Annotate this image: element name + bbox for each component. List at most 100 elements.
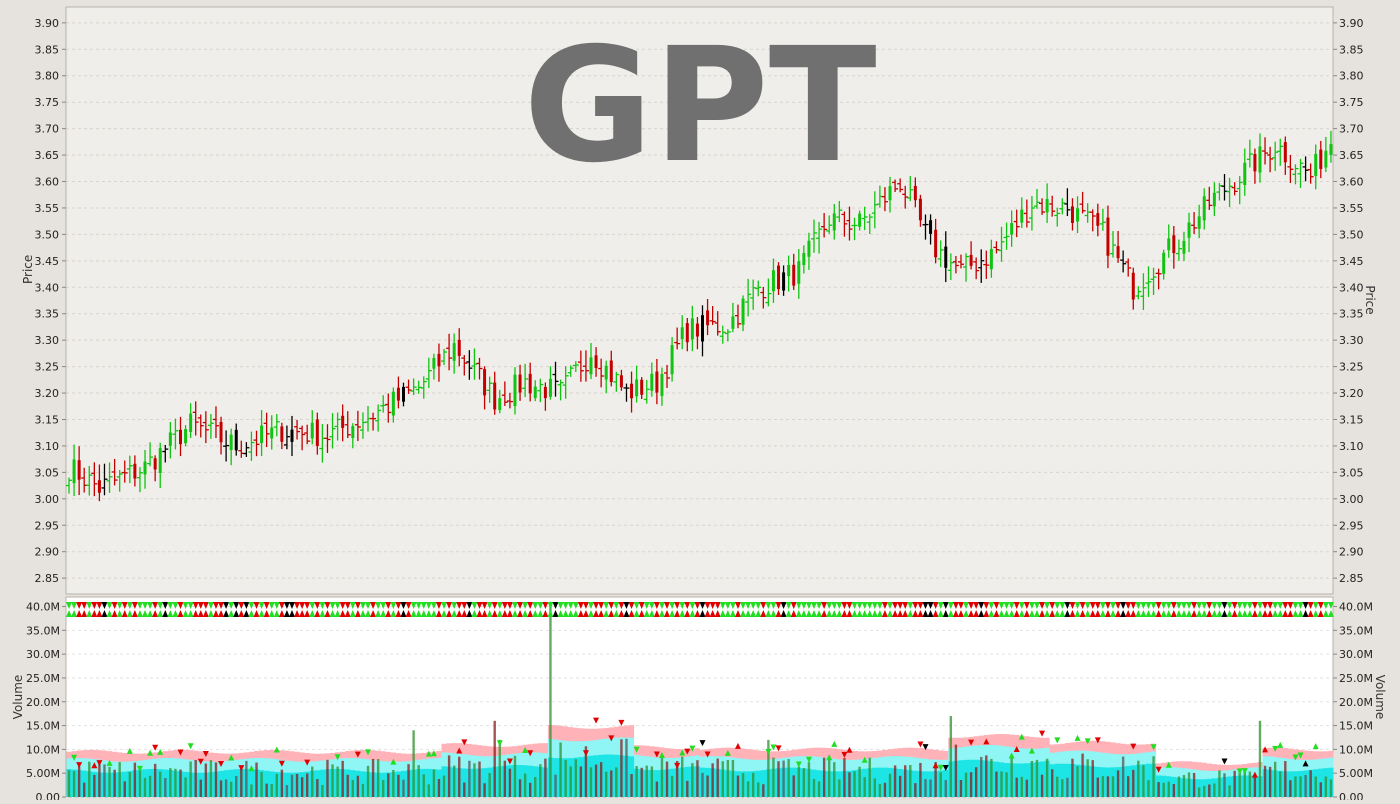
top-signal-marker — [496, 610, 503, 617]
top-signal-marker — [603, 602, 610, 609]
top-signal-marker — [1251, 602, 1258, 609]
volume-signal-marker — [826, 754, 833, 761]
top-signal-marker — [96, 602, 103, 609]
price-bar-body — [1324, 150, 1328, 168]
volume-bar — [250, 784, 253, 797]
top-signal-marker — [1297, 610, 1304, 617]
volume-bar — [914, 783, 917, 797]
volume-bar — [1020, 776, 1023, 797]
volume-signal-marker — [734, 742, 741, 749]
top-signal-marker — [638, 610, 645, 617]
price-bar — [777, 262, 781, 295]
volume-signal-marker — [1028, 747, 1035, 754]
top-signal-marker — [441, 602, 448, 609]
top-signal-marker — [684, 610, 691, 617]
volume-signal-marker — [1312, 743, 1319, 750]
volume-bar — [1263, 765, 1267, 797]
volume-signal-marker — [937, 764, 944, 771]
volume-bar — [1050, 769, 1054, 797]
top-signal-marker — [1099, 602, 1106, 609]
top-signal-marker — [851, 602, 858, 609]
volume-bar — [1329, 779, 1333, 797]
price-tick-label: 3.55 — [35, 202, 60, 215]
top-signal-marker — [233, 610, 240, 617]
price-bar — [260, 410, 264, 456]
price-bar — [1167, 224, 1171, 258]
volume-bar — [407, 764, 410, 797]
volume-signal-marker — [704, 751, 711, 758]
price-bar — [97, 464, 101, 502]
volume-bar — [133, 762, 137, 797]
top-signal-marker — [1028, 610, 1035, 617]
top-signal-marker — [719, 610, 726, 617]
top-signal-marker — [846, 602, 853, 609]
top-signal-marker — [1099, 610, 1106, 617]
volume-bar — [995, 771, 998, 797]
volume-bar — [954, 744, 958, 797]
top-signal-marker — [496, 602, 503, 609]
volume-bar — [1182, 775, 1186, 797]
volume-bar — [767, 739, 770, 797]
top-signal-marker — [1246, 602, 1253, 609]
price-bar — [415, 380, 422, 394]
top-signal-marker — [618, 602, 625, 609]
top-signal-marker — [370, 602, 377, 609]
price-tick-label: 3.30 — [1339, 334, 1364, 347]
top-signal-marker — [1302, 610, 1309, 617]
volume-signal-marker — [187, 743, 194, 750]
volume-bar — [1203, 785, 1206, 797]
top-signal-marker — [329, 602, 336, 609]
volume-tick-label: 35.0M — [1339, 624, 1373, 637]
top-signal-marker — [1074, 602, 1081, 609]
price-bar — [734, 304, 741, 329]
price-bar — [518, 364, 522, 401]
price-bar-body — [401, 386, 405, 402]
top-signal-marker — [1287, 610, 1294, 617]
top-signal-marker — [152, 602, 159, 609]
volume-signal-marker — [1150, 744, 1157, 751]
top-signal-marker — [633, 602, 640, 609]
top-signal-marker — [917, 610, 924, 617]
volume-bar — [762, 784, 765, 797]
top-signal-marker — [1196, 610, 1203, 617]
top-signal-marker — [1150, 602, 1157, 609]
volume-bar — [1000, 771, 1003, 797]
price-bar — [461, 355, 468, 376]
top-signal-marker — [1115, 610, 1122, 617]
top-signal-marker — [674, 602, 681, 609]
price-tick-label: 3.05 — [1339, 466, 1364, 479]
top-signal-marker — [887, 610, 894, 617]
price-bar — [1307, 163, 1314, 184]
volume-bar — [620, 739, 623, 797]
volume-signal-marker — [861, 756, 868, 763]
top-signal-marker — [471, 602, 478, 609]
price-bar — [821, 213, 828, 238]
top-signal-marker — [1272, 610, 1279, 617]
top-signal-marker — [197, 610, 204, 617]
volume-bar — [148, 775, 152, 797]
price-bar — [1089, 209, 1096, 232]
top-signal-marker — [187, 610, 194, 617]
top-signal-marker — [1145, 610, 1152, 617]
volume-bar — [868, 757, 871, 797]
top-signal-marker — [425, 610, 432, 617]
price-bar — [750, 279, 757, 310]
top-signal-marker — [1322, 602, 1329, 609]
top-signal-marker — [669, 610, 676, 617]
volume-bar — [1076, 766, 1079, 797]
top-signal-marker — [212, 602, 219, 609]
volume-bar — [488, 773, 491, 797]
price-bar-body — [396, 387, 400, 401]
price-bar — [1277, 138, 1284, 166]
price-bar-body — [858, 213, 862, 227]
top-signal-marker — [1186, 602, 1193, 609]
price-bar — [513, 367, 517, 415]
price-bar-body — [630, 383, 634, 399]
volume-signal-marker — [177, 749, 184, 756]
volume-signal-marker — [1221, 758, 1228, 765]
top-signal-marker — [689, 610, 696, 617]
top-signal-marker — [395, 610, 402, 617]
volume-signal-marker — [917, 741, 924, 748]
price-bar — [643, 379, 650, 404]
top-signal-marker — [116, 602, 123, 609]
